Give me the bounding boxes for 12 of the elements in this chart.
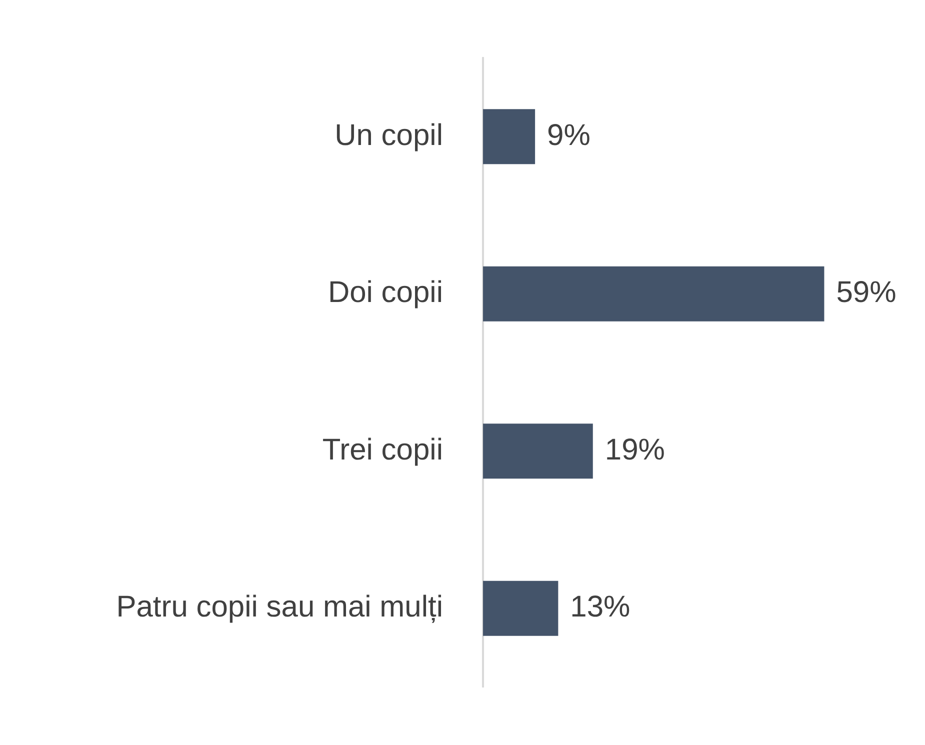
- y-tick-label: Doi copii: [328, 276, 443, 310]
- y-tick-label: Trei copii: [322, 433, 443, 466]
- bar: [483, 266, 824, 322]
- data-label: 19%: [604, 433, 665, 466]
- bar: [483, 109, 536, 164]
- y-tick-label: Patru copii sau mai mulți: [116, 590, 443, 624]
- data-label: 59%: [836, 276, 896, 310]
- bar: [483, 424, 593, 479]
- data-label: 13%: [570, 590, 630, 624]
- data-label: 9%: [547, 118, 590, 152]
- y-tick-label: Un copil: [334, 118, 443, 152]
- bar: [483, 580, 558, 636]
